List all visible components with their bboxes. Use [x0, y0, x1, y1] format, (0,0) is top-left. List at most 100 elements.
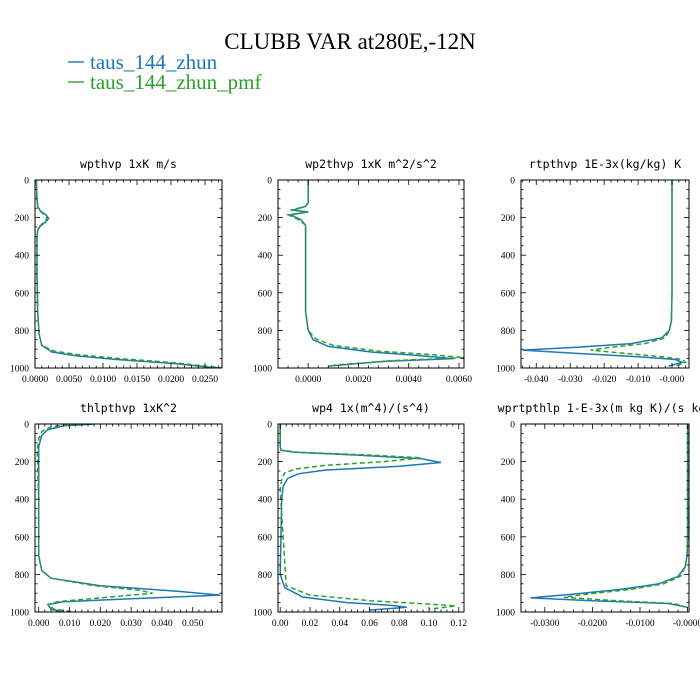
series-line-2: [35, 180, 222, 368]
y-tick-label: 200: [258, 458, 273, 468]
legend-entry-2: taus_144_zhun_pmf: [68, 70, 261, 94]
y-tick-label: 400: [15, 496, 30, 506]
y-tick-label: 1000: [253, 609, 272, 619]
x-tick-label: 0.0000: [295, 375, 321, 385]
panel-title: thlpthvp 1xK^2: [80, 401, 177, 415]
y-tick-label: 200: [258, 214, 273, 224]
y-tick-label: 400: [258, 252, 273, 262]
x-tick-label: -0.000: [660, 375, 685, 385]
panel-6: wprtpthlp 1-E-3x(m kg K)/(s kg) 0 200 400 60…: [496, 401, 700, 629]
y-tick-label: 800: [501, 571, 516, 581]
y-tick-label: 800: [501, 327, 516, 337]
legend-label-1: taus_144_zhun: [90, 50, 218, 74]
plot-frame: [520, 179, 690, 369]
series-line-1: [35, 180, 219, 368]
legend: taus_144_zhun taus_144_zhun_pmf: [68, 50, 261, 94]
y-tick-label: 0: [267, 177, 272, 187]
y-tick-label: 600: [501, 533, 516, 543]
series-line-2: [563, 424, 689, 609]
x-tick-label: 0.00: [272, 619, 289, 629]
x-tick-label: 0.0040: [396, 375, 422, 385]
y-tick-label: 1000: [253, 365, 272, 375]
y-tick-label: 600: [258, 533, 273, 543]
legend-label-2: taus_144_zhun_pmf: [90, 70, 261, 94]
plot-frame: [34, 423, 223, 613]
y-tick-label: 600: [501, 289, 516, 299]
series-line-1: [37, 424, 221, 612]
panel-title: rtpthvp 1E-3x(kg/kg) K: [529, 157, 681, 171]
y-tick-label: 0: [510, 177, 515, 187]
x-tick-label: -0.0100: [625, 619, 655, 629]
y-tick-label: 200: [15, 458, 30, 468]
x-tick-label: -0.030: [558, 375, 583, 385]
x-tick-label: 0.020: [90, 619, 112, 629]
series-line-2: [285, 180, 464, 366]
y-tick-label: 400: [15, 252, 30, 262]
x-tick-label: 0.02: [302, 619, 319, 629]
y-tick-label: 0: [510, 421, 515, 431]
x-tick-label: 0.06: [361, 619, 378, 629]
y-tick-label: 1000: [496, 609, 515, 619]
x-tick-label: 0.000: [28, 619, 50, 629]
y-tick-label: 800: [258, 327, 273, 337]
x-tick-label: 0.010: [59, 619, 81, 629]
x-tick-label: 0.030: [120, 619, 142, 629]
y-tick-label: 600: [15, 289, 30, 299]
x-tick-label: -0.010: [626, 375, 651, 385]
panel-3: rtpthvp 1E-3x(kg/kg) K02004006008001000-…: [496, 157, 690, 385]
x-tick-label: 0.0100: [90, 375, 116, 385]
panel-title: wpthvp 1xK m/s: [80, 157, 177, 171]
x-tick-label: -0.0200: [578, 619, 608, 629]
y-tick-label: 200: [501, 214, 516, 224]
y-tick-label: 1000: [10, 365, 29, 375]
series-line-1: [522, 180, 685, 367]
figure-title: CLUBB VAR at280E,-12N: [224, 29, 476, 54]
x-tick-label: 0.08: [391, 619, 408, 629]
panel-title: wp2thvp 1xK m^2/s^2: [305, 157, 437, 171]
y-tick-label: 200: [501, 458, 516, 468]
x-tick-label: 0.0020: [345, 375, 371, 385]
x-tick-label: 0.12: [450, 619, 467, 629]
x-tick-label: -0.020: [592, 375, 617, 385]
x-tick-label: 0.0200: [158, 375, 184, 385]
x-tick-label: 0.10: [421, 619, 438, 629]
x-tick-label: 0.040: [151, 619, 173, 629]
x-tick-label: -0.0000: [673, 619, 700, 629]
x-tick-label: 0.0250: [192, 375, 218, 385]
y-tick-label: 0: [24, 177, 29, 187]
x-tick-label: 0.0060: [446, 375, 472, 385]
y-tick-label: 1000: [496, 365, 515, 375]
y-tick-label: 400: [258, 496, 273, 506]
panel-2: wp2thvp 1xK m^2/s^2 0 200 400 600 800 1000 0.00…: [253, 157, 472, 385]
plot-frame: [34, 179, 223, 369]
legend-entry-1: taus_144_zhun: [68, 50, 218, 74]
y-tick-label: 600: [258, 289, 273, 299]
y-tick-label: 1000: [10, 609, 29, 619]
y-tick-label: 600: [15, 533, 30, 543]
y-tick-label: 400: [501, 252, 516, 262]
x-tick-label: 0.0150: [124, 375, 150, 385]
panel-title: wprtpthlp 1-E-3x(m kg K)/(s kg): [498, 401, 700, 415]
y-tick-label: 400: [501, 496, 516, 506]
x-tick-label: 0.0000: [22, 375, 48, 385]
y-tick-label: 800: [15, 327, 30, 337]
x-tick-label: 0.0050: [56, 375, 82, 385]
y-tick-label: 0: [24, 421, 29, 431]
x-tick-label: -0.040: [524, 375, 549, 385]
y-tick-label: 800: [15, 571, 30, 581]
y-tick-label: 0: [267, 421, 272, 431]
x-tick-label: 0.050: [182, 619, 204, 629]
panel-title: wp4 1x(m^4)/(s^4): [312, 401, 430, 415]
y-tick-label: 800: [258, 571, 273, 581]
series-line-2: [36, 424, 153, 612]
series-line-2: [279, 424, 456, 610]
y-tick-label: 200: [15, 214, 30, 224]
x-tick-label: 0.04: [331, 619, 348, 629]
series-line-1: [530, 424, 689, 609]
x-tick-label: -0.0300: [530, 619, 560, 629]
